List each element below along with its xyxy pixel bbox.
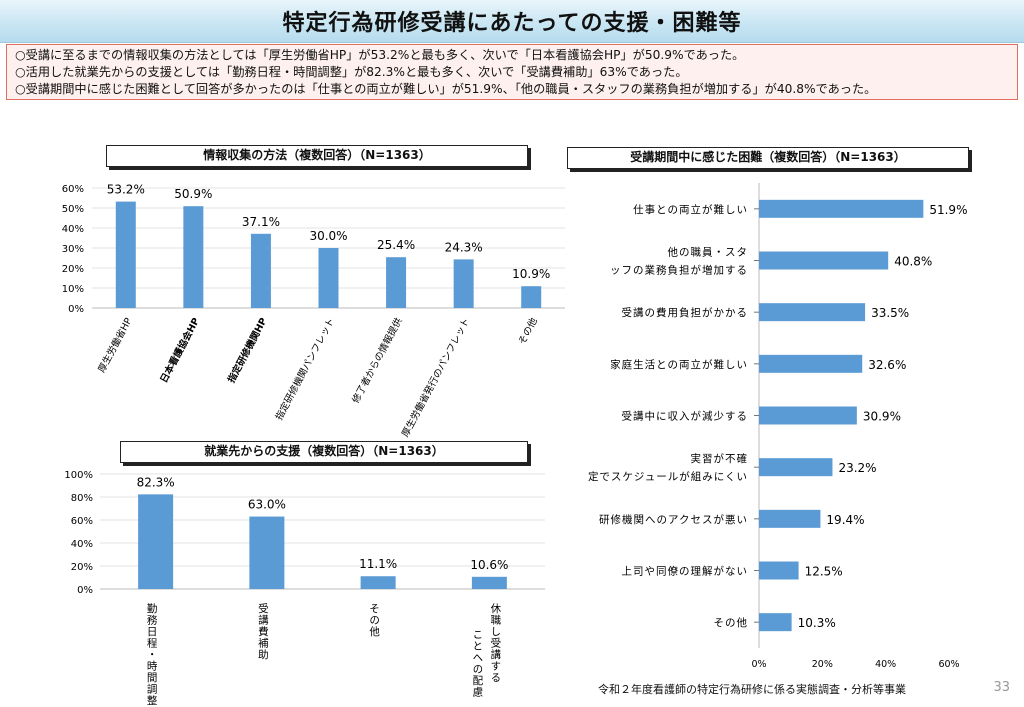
chart3-value-label: 12.5% [805, 565, 843, 579]
chart3-category-label: 他の職員・スタ [668, 246, 749, 259]
chart3-category-label: 仕事との両立が難しい [633, 203, 748, 216]
chart3-category-label: ッフの業務負担が増加する [610, 264, 748, 277]
chart1-bar [250, 233, 271, 308]
chart3-value-label: 33.5% [871, 306, 909, 320]
chart3-category-label: その他 [714, 616, 749, 629]
chart1-category-label: 指定研修機関パンフレット [273, 316, 337, 422]
chart3-bar [759, 406, 857, 425]
chart3-bar [759, 199, 924, 218]
chart3-xtick-label: 0% [751, 659, 766, 670]
chart1-ytick-label: 60% [62, 184, 84, 195]
chart2-category-label: 受講費補助 [257, 603, 269, 661]
chart3-xtick-label: 40% [875, 659, 896, 670]
chart3-category-label: 家庭生活との両立が難しい [610, 358, 748, 371]
chart2-ytick-label: 20% [71, 562, 93, 573]
chart1-ytick-label: 10% [62, 284, 84, 295]
chart2-ytick-label: 40% [71, 539, 93, 550]
chart1-ytick-label: 50% [62, 204, 84, 215]
chart3-category-label: 上司や同僚の理解がない [622, 565, 749, 578]
chart1-value-label: 30.0% [309, 229, 347, 243]
chart2-ytick-label: 60% [71, 516, 93, 527]
chart3-category-label: 研修機関へのアクセスが悪い [599, 513, 748, 526]
chart3-bar [759, 354, 863, 373]
chart2-bar [360, 576, 396, 589]
chart3-category-label: 受講中に収入が減少する [622, 410, 749, 423]
chart2-bar [138, 494, 174, 589]
title-bar: 特定行為研修受講にあたっての支援・困難等 [0, 0, 1024, 43]
chart1-ytick-label: 40% [62, 224, 84, 235]
chart3-bar [759, 303, 866, 322]
chart3-value-label: 30.9% [863, 410, 901, 424]
chart1-bar [453, 259, 474, 308]
chart1-value-label: 53.2% [107, 183, 145, 197]
chart2-value-label: 11.1% [359, 557, 397, 571]
chart2-category-label: 休職し受講する [489, 603, 501, 684]
chart1-category-label: 厚生労働省発行のパンフレット [399, 316, 472, 439]
chart3-bar [759, 458, 833, 477]
summary-line-2: ○活用した就業先からの支援としては「勤務日程・時間調整」が82.3%と最も多く、… [15, 65, 688, 79]
chart2-category-label: 勤務日程・時間調整 [146, 602, 158, 706]
chart3-value-label: 10.3% [798, 616, 836, 630]
chart2-category-label: ことへの配慮 [471, 629, 483, 698]
chart2-title: 就業先からの支援（複数回答）（N=1363） [120, 441, 528, 463]
chart3-bar [759, 509, 821, 528]
chart3-value-label: 51.9% [929, 203, 967, 217]
chart2-value-label: 63.0% [248, 498, 286, 512]
chart1-ytick-label: 20% [62, 264, 84, 275]
chart1-ytick-label: 0% [68, 304, 84, 315]
chart1-category-label: 指定研修機関HP [225, 316, 269, 385]
chart1-bar [183, 206, 204, 308]
chart2-value-label: 82.3% [137, 475, 175, 489]
page-title: 特定行為研修受講にあたっての支援・困難等 [282, 11, 742, 36]
chart2-ytick-label: 0% [77, 585, 93, 596]
chart3-value-label: 32.6% [868, 358, 906, 372]
chart1-ytick-label: 30% [62, 244, 84, 255]
chart1-category-label: 厚生労働省HP [95, 316, 134, 375]
chart3-xtick-label: 20% [812, 659, 833, 670]
chart3-xtick-label: 60% [938, 659, 959, 670]
chart3-value-label: 23.2% [838, 461, 876, 475]
summary-line-3: ○受講期間中に感じた困難として回答が多かったのは「仕事との両立が難しい」が51.… [15, 82, 877, 96]
summary-box: ○受講に至るまでの情報収集の方法としては「厚生労働省HP」が53.2%と最も多く… [6, 44, 1018, 100]
source-note: 令和２年度看護師の特定行為研修に係る実態調査・分析等事業 [598, 683, 906, 696]
chart3-category-label: 受講の費用負担がかかる [622, 306, 749, 319]
chart2-bar [249, 516, 285, 589]
chart1-bar [521, 286, 542, 308]
chart1-bar [386, 257, 407, 308]
chart2-value-label: 10.6% [470, 558, 508, 572]
chart1-category-label: その他 [516, 315, 540, 346]
chart3-value-label: 40.8% [894, 255, 932, 269]
chart2-ytick-label: 80% [71, 493, 93, 504]
chart2-category-label: その他 [368, 603, 380, 638]
chart3-bar [759, 251, 889, 270]
page-number: 33 [993, 680, 1010, 695]
chart3-bar [759, 613, 792, 632]
chart3-bar [759, 561, 799, 580]
chart1-value-label: 10.9% [512, 267, 550, 281]
chart1-title: 情報収集の方法（複数回答）（N=1363） [106, 145, 528, 167]
chart2-bar [471, 576, 507, 589]
chart1-category-label: 日本看護協会HP [158, 316, 202, 385]
chart1-value-label: 24.3% [445, 240, 483, 254]
chart3-category-label: 実習が不確 [691, 452, 749, 465]
chart1-bar [115, 201, 136, 308]
chart1-category-label: 修了者からの情報提供 [350, 315, 405, 405]
chart1-value-label: 50.9% [174, 187, 212, 201]
chart3-category-label: 定でスケジュールが組みにくい [588, 470, 748, 483]
chart1-value-label: 37.1% [242, 215, 280, 229]
summary-line-1: ○受講に至るまでの情報収集の方法としては「厚生労働省HP」が53.2%と最も多く… [15, 48, 745, 62]
chart3-title: 受講期間中に感じた困難（複数回答）（N=1363） [567, 147, 969, 169]
chart1-bar [318, 248, 339, 308]
chart1-value-label: 25.4% [377, 238, 415, 252]
chart2-ytick-label: 100% [64, 470, 93, 481]
chart3-value-label: 19.4% [826, 513, 864, 527]
